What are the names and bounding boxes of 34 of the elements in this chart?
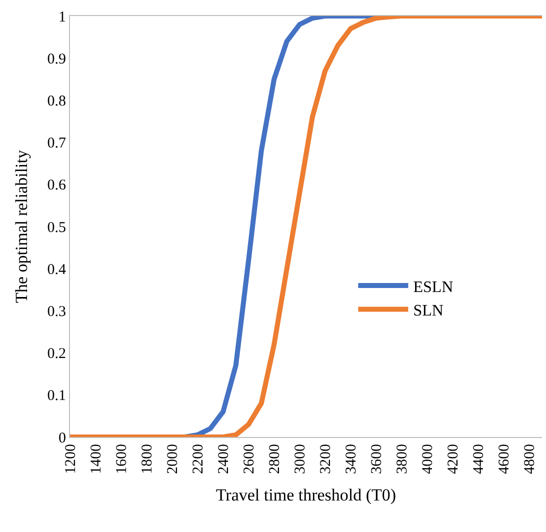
- x-tick-label: 3600: [369, 444, 386, 474]
- x-tick-label: 4200: [446, 444, 462, 474]
- x-tick-label: 1200: [62, 444, 79, 474]
- y-tick-label: 0.6: [47, 178, 66, 194]
- y-tick-label: 0.4: [47, 262, 66, 278]
- y-tick-label: 0.2: [47, 346, 66, 362]
- x-tick-label: 3200: [318, 444, 334, 474]
- legend-label: SLN: [413, 302, 444, 320]
- x-tick-label: 4400: [471, 444, 488, 474]
- x-tick-label: 1800: [139, 444, 156, 474]
- x-tick-label: 3800: [394, 444, 411, 474]
- y-tick-label: 0.5: [47, 220, 66, 236]
- y-tick-label: 1: [58, 9, 66, 26]
- x-tick-label: 4000: [420, 444, 436, 474]
- y-tick-label: 0.8: [47, 93, 66, 110]
- x-tick-label: 3400: [344, 444, 360, 474]
- x-tick-label: 3000: [292, 444, 308, 474]
- x-tick-label: 4800: [522, 444, 538, 474]
- legend-label: ESLN: [413, 278, 454, 296]
- y-tick-label: 0: [58, 430, 66, 446]
- x-tick-label: 2600: [241, 444, 258, 474]
- x-axis-title: Travel time threshold (T0): [216, 485, 396, 504]
- y-tick-label: 0.3: [47, 304, 66, 320]
- x-tick-label: 1600: [114, 444, 130, 474]
- x-tick-label: 2800: [266, 444, 283, 474]
- y-tick-label: 0.9: [47, 51, 66, 68]
- y-tick-label: 0.1: [47, 388, 66, 404]
- y-axis-title: The optimal reliability: [12, 150, 31, 303]
- x-tick-label: 4600: [496, 444, 513, 474]
- x-tick-label: 2000: [164, 444, 181, 474]
- x-tick-label: 1400: [88, 444, 104, 474]
- x-tick-label: 2400: [216, 444, 232, 474]
- y-tick-label: 0.7: [47, 136, 66, 152]
- x-tick-label: 2200: [190, 444, 206, 474]
